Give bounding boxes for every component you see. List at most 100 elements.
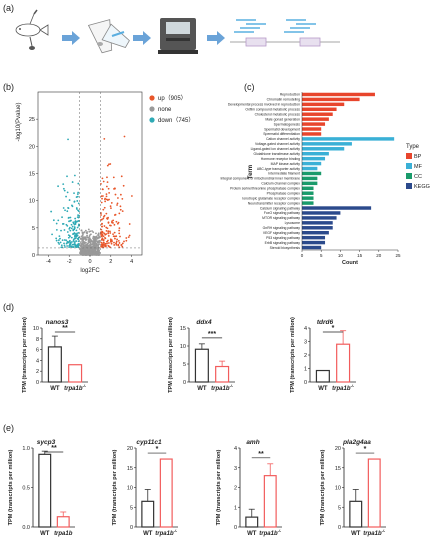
point-none — [90, 233, 92, 236]
point-down — [71, 240, 73, 243]
point-down — [75, 245, 78, 248]
point-up — [103, 243, 106, 246]
point-none — [83, 237, 85, 240]
bar-wt — [47, 346, 62, 383]
y-tick-label: 5 — [183, 362, 186, 368]
point-up — [103, 225, 106, 227]
point-down — [76, 226, 79, 229]
point-up — [115, 243, 118, 246]
point-down — [55, 239, 58, 242]
term-label: ABC-type transporter activity — [257, 167, 300, 171]
y-axis-label: TPM (transcripts per million) — [112, 449, 118, 525]
point-none — [97, 250, 100, 252]
point-down — [73, 227, 76, 230]
legend-marker — [149, 106, 155, 112]
enrichment-bar — [302, 201, 314, 205]
y-tick-label: 0.0 — [22, 525, 30, 531]
point-down — [59, 241, 62, 244]
point-none — [79, 244, 82, 247]
term-label: P53 signaling pathway — [266, 236, 300, 240]
point-up — [102, 180, 105, 183]
point-none — [92, 244, 95, 247]
point-down — [70, 223, 73, 226]
point-down — [77, 236, 80, 239]
y-tick-label: 1 — [234, 505, 237, 511]
panel-label-c: (c) — [244, 82, 255, 92]
y-tick-label: 5 — [338, 505, 341, 511]
point-down — [77, 242, 80, 245]
enrichment-bar — [302, 102, 345, 107]
enrichment-bar — [302, 176, 318, 181]
chart-title: pla2g4aa — [342, 439, 371, 446]
point-down — [66, 240, 69, 243]
point-down — [60, 229, 62, 232]
enrichment-bar — [302, 122, 326, 126]
y-tick-label: 4 — [36, 358, 39, 364]
point-up — [102, 238, 105, 241]
term-label: Voltage-gated channel activity — [255, 142, 300, 146]
point-up — [117, 244, 120, 247]
point-up — [104, 198, 106, 201]
enrichment-bar — [302, 240, 326, 245]
legend-label: CC — [414, 174, 422, 180]
point-down — [67, 217, 70, 219]
category-label: trpa1b-/- — [259, 529, 282, 537]
point-up — [101, 243, 103, 246]
point-none — [94, 240, 97, 242]
point-up — [109, 232, 112, 234]
term-label: Phosphatase complex — [267, 191, 301, 195]
point-up — [105, 195, 108, 198]
y-tick-label: 8 — [36, 337, 39, 343]
point-none — [87, 247, 90, 249]
point-none — [89, 230, 92, 233]
point-up — [105, 212, 108, 215]
point-down — [75, 208, 78, 210]
point-none — [87, 228, 90, 231]
point-up — [110, 202, 113, 204]
point-none — [97, 240, 100, 243]
point-up — [100, 241, 103, 244]
point-up — [100, 195, 103, 198]
point-down — [61, 239, 64, 242]
reads-icon — [230, 19, 340, 47]
enrichment-bar — [302, 142, 352, 146]
category-label: WT — [50, 386, 60, 392]
enrichment-bar — [302, 221, 333, 225]
volcano-plot: -4 -2 0 2 4 0 5 10 15 20 25 log2FC -log10(Pvalue) up（… — [16, 91, 194, 274]
point-down — [66, 224, 69, 227]
point-down — [73, 200, 76, 203]
point-none — [80, 242, 82, 245]
y-tick-label: 3 — [304, 340, 307, 346]
point-none — [79, 241, 82, 244]
point-none — [96, 251, 99, 254]
point-none — [89, 243, 92, 246]
point-up — [115, 235, 118, 238]
enrichment-bar — [302, 181, 318, 186]
term-label: Ligand-gated ion channel activity — [251, 147, 301, 151]
bar-chart-amh: amh 0 1 2 3 4 TPM (transcripts per million) WT t… — [216, 439, 282, 537]
bar-mutant — [336, 343, 351, 383]
x-tick-label: 25 — [395, 253, 401, 258]
point-none — [80, 238, 83, 240]
bar-mutant — [263, 475, 277, 528]
point-down — [68, 199, 71, 201]
point-down — [52, 219, 55, 222]
point-none — [80, 246, 83, 248]
point-none — [95, 244, 98, 247]
x-tick-label: 10 — [338, 253, 344, 258]
term-label: Lysosome — [285, 221, 300, 225]
point-up — [121, 198, 124, 200]
point-up — [120, 244, 123, 246]
point-up — [107, 222, 110, 224]
point-none — [79, 249, 82, 252]
term-label: Spermatid differentiation — [263, 132, 300, 136]
y-axis-label: TPM (transcripts per million) — [168, 317, 174, 393]
legend-swatch — [406, 183, 412, 189]
point-up — [118, 242, 121, 244]
y-tick-label: 2 — [304, 353, 307, 359]
point-up — [116, 238, 119, 241]
point-none — [83, 249, 86, 252]
bar-wt — [141, 500, 155, 528]
term-label: ErbB signaling pathway — [265, 241, 301, 245]
point-up — [115, 241, 118, 244]
